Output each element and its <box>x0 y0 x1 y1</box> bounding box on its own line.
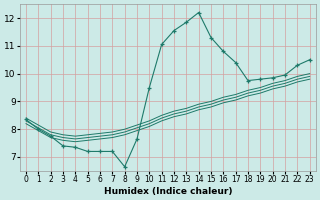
X-axis label: Humidex (Indice chaleur): Humidex (Indice chaleur) <box>104 187 232 196</box>
